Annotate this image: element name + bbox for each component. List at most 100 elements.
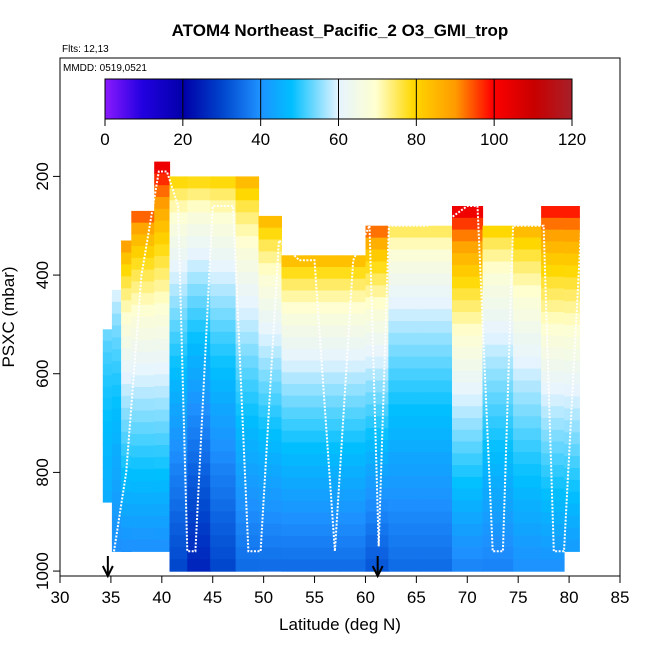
- heatmap-cell: [102, 363, 113, 376]
- heatmap-cell: [388, 463, 420, 477]
- heatmap-cell: [452, 276, 484, 290]
- heatmap-cell: [541, 535, 565, 549]
- heatmap-cell: [482, 535, 514, 548]
- heatmap-cell: [169, 547, 188, 560]
- y-tick-label: 800: [33, 458, 52, 486]
- heatmap-cell: [513, 392, 542, 405]
- heatmap-cell: [513, 535, 542, 548]
- heatmap-cell: [365, 416, 389, 429]
- heatmap-cell: [452, 406, 484, 419]
- heatmap-cell: [418, 499, 453, 513]
- heatmap-cell: [141, 281, 155, 294]
- heatmap-cell: [187, 212, 211, 225]
- heatmap-cell: [281, 477, 311, 490]
- heatmap-cell: [365, 285, 389, 298]
- heatmap-cell: [154, 338, 171, 352]
- x-tick-label: 60: [356, 588, 375, 607]
- heatmap-cell: [541, 524, 565, 537]
- heatmap-cell: [131, 246, 143, 259]
- heatmap-cell: [418, 416, 453, 429]
- heatmap-cell: [111, 313, 122, 327]
- heatmap-cell: [281, 489, 311, 502]
- heatmap-cell: [235, 319, 260, 333]
- heatmap-cell: [452, 500, 484, 513]
- heatmap-cell: [541, 264, 565, 278]
- heatmap-cell: [210, 355, 237, 369]
- heatmap-cell: [309, 500, 341, 514]
- heatmap-cell: [452, 335, 484, 348]
- heatmap-cell: [258, 476, 282, 489]
- heatmap-cell: [210, 403, 237, 417]
- heatmap-cell: [154, 244, 171, 257]
- heatmap-cell: [365, 404, 389, 417]
- heatmap-cell: [452, 206, 484, 219]
- heatmap-cell: [210, 343, 237, 357]
- heatmap-cell: [309, 360, 341, 373]
- heatmap-cell: [102, 375, 113, 388]
- heatmap-cell: [340, 512, 367, 525]
- colorbar-tick-label: 0: [100, 130, 109, 149]
- chart-title: ATOM4 Northeast_Pacific_2 O3_GMI_trop: [172, 21, 509, 40]
- heatmap-cell: [121, 264, 132, 277]
- heatmap-cell: [281, 465, 311, 479]
- heatmap-cell: [418, 440, 453, 453]
- heatmap-cell: [365, 261, 389, 274]
- heatmap-cell: [418, 404, 453, 417]
- heatmap-cell: [210, 487, 237, 500]
- heatmap-cell: [340, 290, 367, 303]
- heatmap-cell: [235, 176, 260, 189]
- heatmap-cell: [131, 539, 143, 552]
- heatmap-cell: [281, 290, 311, 303]
- heatmap-cell: [131, 422, 143, 435]
- heatmap-cell: [309, 430, 341, 443]
- x-tick-label: 65: [407, 588, 426, 607]
- heatmap-cell: [154, 220, 171, 234]
- heatmap-cell: [187, 475, 211, 488]
- heatmap-cell: [111, 503, 122, 517]
- heatmap-cell: [187, 188, 211, 201]
- heatmap-cell: [258, 227, 282, 241]
- heatmap-cell: [513, 297, 542, 310]
- heatmap-cell: [340, 325, 367, 338]
- heatmap-cell: [564, 241, 580, 255]
- heatmap-cell: [564, 360, 580, 374]
- heatmap-cell: [102, 340, 113, 353]
- heatmap-cell: [102, 432, 113, 445]
- heatmap-cell: [258, 405, 282, 418]
- heatmap-cell: [340, 278, 367, 291]
- heatmap-cell: [340, 255, 367, 268]
- heatmap-cell: [258, 523, 282, 537]
- heatmap-cell: [235, 355, 260, 369]
- heatmap-cell: [187, 248, 211, 261]
- x-tick-label: 75: [509, 588, 528, 607]
- heatmap-cell: [281, 536, 311, 549]
- heatmap-cell: [121, 300, 132, 313]
- heatmap-cell: [340, 477, 367, 490]
- heatmap-cell: [541, 241, 565, 254]
- heatmap-cell: [111, 384, 122, 398]
- heatmap-cell: [141, 387, 155, 400]
- heatmap-cell: [513, 452, 542, 465]
- heatmap-cell: [541, 323, 565, 337]
- heatmap-cell: [111, 432, 122, 445]
- heatmap-cell: [169, 451, 188, 465]
- heatmap-cell: [121, 491, 132, 505]
- heatmap-cell: [210, 499, 237, 512]
- heatmap-cell: [564, 456, 580, 469]
- heatmap-cell: [365, 463, 389, 477]
- heatmap-cell: [388, 225, 420, 239]
- heatmap-cell: [541, 370, 565, 384]
- heatmap-cell: [482, 452, 514, 465]
- heatmap-cell: [482, 344, 514, 358]
- heatmap-cell: [513, 273, 542, 286]
- heatmap-cell: [154, 326, 171, 340]
- heatmap-cell: [365, 368, 389, 382]
- heatmap-cell: [418, 356, 453, 370]
- heatmap-cell: [210, 523, 237, 536]
- heatmap-cell: [541, 300, 565, 313]
- heatmap-cell: [210, 463, 237, 476]
- heatmap-cell: [235, 391, 260, 405]
- heatmap-cell: [340, 407, 367, 420]
- heatmap-cell: [131, 269, 143, 282]
- heatmap-cell: [187, 260, 211, 273]
